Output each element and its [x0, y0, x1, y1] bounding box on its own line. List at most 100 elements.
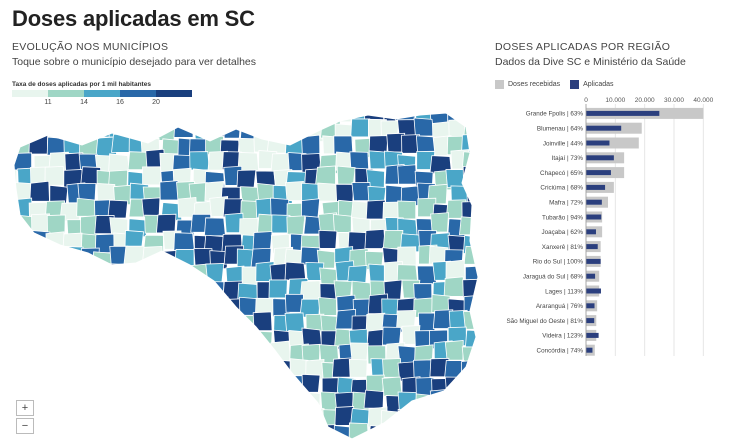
municipality[interactable]	[190, 388, 210, 409]
municipality[interactable]	[284, 424, 307, 442]
municipality[interactable]	[95, 437, 115, 442]
municipality[interactable]	[0, 328, 19, 347]
municipality[interactable]	[465, 390, 480, 410]
municipality[interactable]	[28, 133, 49, 155]
municipality[interactable]	[173, 118, 194, 138]
municipality[interactable]	[220, 391, 242, 413]
municipality[interactable]	[190, 107, 211, 125]
municipality[interactable]	[128, 392, 148, 413]
municipality[interactable]	[205, 117, 225, 138]
municipality[interactable]	[0, 281, 20, 302]
municipality[interactable]	[109, 360, 130, 381]
municipality[interactable]	[173, 299, 193, 319]
municipality[interactable]	[222, 409, 243, 429]
municipality[interactable]	[97, 427, 117, 442]
municipality[interactable]	[205, 326, 225, 347]
municipality[interactable]	[433, 426, 453, 442]
municipality[interactable]	[268, 279, 288, 299]
municipality[interactable]	[285, 180, 304, 202]
municipality[interactable]	[60, 410, 82, 430]
municipality[interactable]	[156, 213, 177, 234]
municipality[interactable]	[47, 248, 68, 269]
municipality[interactable]	[380, 423, 402, 442]
municipality[interactable]	[14, 234, 33, 254]
municipality[interactable]	[286, 215, 306, 236]
municipality[interactable]	[289, 390, 308, 410]
municipality[interactable]	[444, 339, 464, 361]
municipality[interactable]	[273, 105, 293, 122]
municipality[interactable]	[94, 264, 114, 286]
municipality[interactable]	[108, 153, 130, 173]
municipality[interactable]	[397, 200, 417, 220]
municipality[interactable]	[91, 361, 112, 382]
municipality[interactable]	[462, 278, 480, 299]
municipality[interactable]	[141, 421, 161, 440]
municipality[interactable]	[270, 373, 292, 393]
municipality[interactable]	[189, 360, 209, 381]
municipality[interactable]	[48, 394, 68, 413]
municipality[interactable]	[142, 331, 162, 351]
municipality[interactable]	[220, 105, 242, 123]
municipality[interactable]	[125, 360, 145, 379]
municipality[interactable]	[448, 409, 468, 429]
municipality[interactable]	[222, 118, 242, 139]
municipality[interactable]	[12, 134, 32, 155]
municipality[interactable]	[97, 339, 117, 361]
municipality[interactable]	[98, 296, 118, 316]
municipality[interactable]	[2, 231, 20, 251]
municipality[interactable]	[76, 327, 97, 347]
municipality[interactable]	[173, 232, 195, 252]
municipality[interactable]	[64, 343, 84, 364]
municipality[interactable]	[14, 245, 34, 265]
municipality[interactable]	[204, 425, 226, 442]
municipality[interactable]	[31, 283, 52, 303]
municipality[interactable]	[219, 421, 242, 442]
municipality[interactable]	[239, 363, 260, 382]
municipality[interactable]	[78, 298, 98, 318]
municipality[interactable]	[60, 105, 81, 124]
municipality[interactable]	[126, 407, 146, 427]
municipality[interactable]	[188, 419, 210, 440]
municipality[interactable]	[98, 408, 118, 428]
municipality[interactable]	[158, 280, 179, 299]
municipality[interactable]	[123, 245, 145, 265]
municipality[interactable]	[157, 312, 177, 332]
municipality[interactable]	[13, 343, 35, 363]
municipality[interactable]	[109, 309, 129, 329]
municipality[interactable]	[144, 294, 165, 314]
municipality[interactable]	[208, 106, 228, 125]
municipality[interactable]	[0, 118, 19, 137]
municipality[interactable]	[175, 342, 197, 363]
municipality[interactable]	[32, 260, 53, 281]
municipality[interactable]	[335, 183, 355, 203]
municipality[interactable]	[397, 408, 417, 428]
municipality[interactable]	[46, 214, 66, 234]
municipality[interactable]	[255, 388, 275, 410]
municipality[interactable]	[271, 359, 291, 379]
municipality[interactable]	[223, 327, 244, 348]
municipality[interactable]	[315, 165, 336, 186]
municipality[interactable]	[173, 436, 194, 442]
municipality[interactable]	[143, 105, 163, 121]
municipality[interactable]	[47, 408, 69, 427]
municipality[interactable]	[465, 107, 480, 126]
municipality[interactable]	[61, 295, 81, 315]
municipality[interactable]	[269, 424, 289, 442]
municipality[interactable]	[317, 105, 339, 121]
municipality[interactable]	[45, 231, 65, 253]
municipality[interactable]	[336, 165, 356, 185]
municipality[interactable]	[445, 169, 465, 188]
municipality[interactable]	[144, 373, 166, 393]
municipality[interactable]	[364, 228, 386, 249]
choropleth-map[interactable]	[0, 105, 480, 442]
municipality[interactable]	[0, 424, 17, 442]
zoom-in-button[interactable]: +	[16, 400, 34, 416]
municipality[interactable]	[50, 297, 71, 317]
municipality[interactable]	[157, 410, 178, 431]
municipality[interactable]	[465, 411, 480, 431]
municipality[interactable]	[82, 311, 104, 330]
municipality[interactable]	[45, 311, 64, 331]
municipality[interactable]	[175, 105, 195, 124]
municipality[interactable]	[175, 407, 195, 428]
municipality[interactable]	[460, 424, 480, 442]
